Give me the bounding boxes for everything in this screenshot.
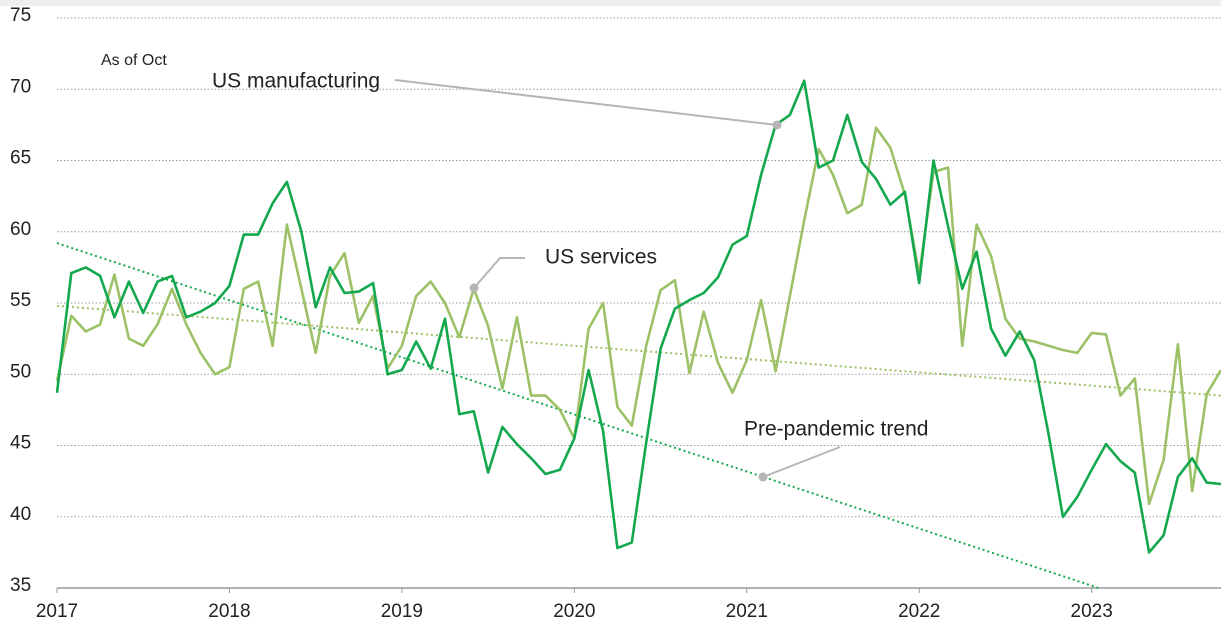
- y-tick-label: 75: [10, 5, 31, 26]
- leader-dot: [758, 472, 768, 482]
- top-band: [0, 0, 1221, 6]
- leader-dot: [772, 120, 782, 130]
- leader-dot: [469, 283, 479, 293]
- series-label: US services: [545, 246, 657, 269]
- x-tick-label: 2022: [898, 601, 940, 622]
- y-tick-label: 50: [10, 361, 31, 382]
- leader-line: [762, 446, 841, 478]
- y-tick-label: 55: [10, 290, 31, 311]
- series-label: US manufacturing: [212, 70, 380, 93]
- leader-line: [473, 257, 525, 289]
- x-tick-label: 2020: [553, 601, 595, 622]
- y-tick-label: 45: [10, 433, 31, 454]
- leader-line: [394, 79, 778, 126]
- x-tick-label: 2017: [36, 601, 78, 622]
- x-tick-label: 2018: [208, 601, 250, 622]
- x-tick-label: 2023: [1071, 601, 1113, 622]
- x-tick-label: 2021: [726, 601, 768, 622]
- y-tick-label: 70: [10, 76, 31, 97]
- y-tick-label: 35: [10, 575, 31, 596]
- series-line: [55, 126, 1221, 506]
- y-tick-label: 65: [10, 148, 31, 169]
- y-tick-label: 40: [10, 504, 31, 525]
- y-tick-label: 60: [10, 219, 31, 240]
- x-tick-label: 2019: [381, 601, 423, 622]
- series-line: [55, 79, 1221, 554]
- annotation: As of Oct: [101, 52, 167, 69]
- annotation: Pre-pandemic trend: [744, 418, 928, 441]
